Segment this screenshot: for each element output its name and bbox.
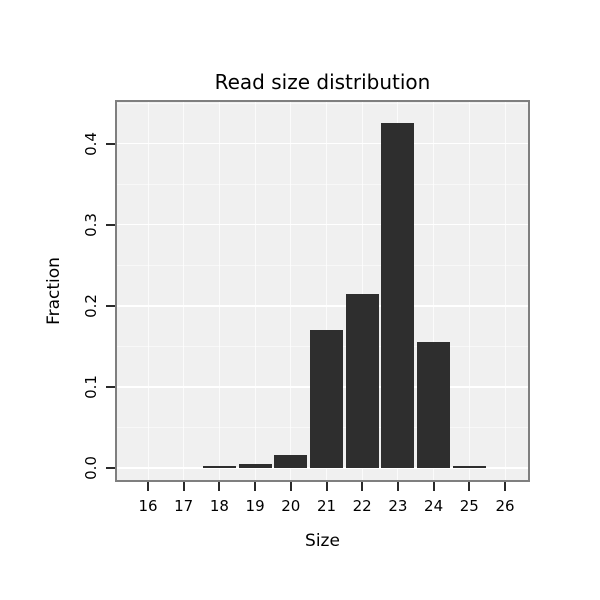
x-axis-label: Size <box>305 531 340 551</box>
y-tick <box>106 304 115 307</box>
y-tick <box>106 142 115 145</box>
y-tick-label: 0.1 <box>82 374 100 399</box>
bar-size-23 <box>381 123 415 468</box>
x-tick <box>396 482 399 491</box>
x-tick <box>218 482 221 491</box>
x-tick-label: 23 <box>388 497 408 515</box>
bar-size-24 <box>417 342 451 468</box>
x-tick-label: 18 <box>209 497 229 515</box>
gridline-vertical <box>504 102 506 480</box>
x-tick-label: 21 <box>316 497 337 515</box>
bar-size-25 <box>452 465 486 468</box>
x-tick <box>432 482 435 491</box>
gridline-vertical <box>361 102 363 480</box>
gridline-vertical <box>254 102 256 480</box>
x-tick-label: 25 <box>459 497 479 515</box>
x-tick-label: 26 <box>495 497 515 515</box>
y-tick-label: 0.0 <box>82 456 100 480</box>
bar-size-21 <box>310 330 343 468</box>
x-tick-label: 24 <box>424 497 444 515</box>
gridline-major <box>117 142 528 145</box>
gridline-minor <box>117 102 528 104</box>
x-tick-label: 19 <box>245 497 265 515</box>
y-tick <box>106 467 115 469</box>
gridline-vertical <box>468 102 470 480</box>
y-tick-label: 0.4 <box>82 131 100 156</box>
x-tick-label: 22 <box>352 497 372 515</box>
gridline-vertical <box>218 102 220 480</box>
gridline-vertical <box>433 102 435 480</box>
gridline-vertical <box>290 102 292 480</box>
gridline-vertical <box>326 102 327 480</box>
x-tick <box>147 482 149 491</box>
gridline-minor <box>117 264 528 266</box>
x-tick <box>468 482 471 491</box>
gridline-major <box>117 305 528 307</box>
x-tick <box>325 482 328 491</box>
gridline-vertical <box>147 102 149 480</box>
gridline-major <box>117 223 528 226</box>
x-tick-label: 17 <box>174 497 194 515</box>
x-tick <box>361 482 364 491</box>
x-tick <box>504 482 506 491</box>
y-axis-label: Fraction <box>44 257 64 325</box>
gridline-major <box>117 467 528 469</box>
bar-size-18 <box>202 465 236 468</box>
x-tick <box>182 482 185 491</box>
x-tick <box>254 482 257 491</box>
x-tick <box>289 482 292 491</box>
y-tick-label: 0.2 <box>82 293 100 318</box>
chart-title: Read size distribution <box>214 70 431 94</box>
gridline-minor <box>117 183 528 185</box>
x-tick-label: 16 <box>138 497 158 515</box>
bar-size-22 <box>345 293 379 468</box>
bar-size-19 <box>238 463 272 468</box>
bar-size-20 <box>274 455 308 468</box>
y-tick <box>106 223 115 226</box>
gridline-vertical <box>183 102 185 480</box>
y-tick <box>106 385 115 388</box>
y-tick-label: 0.3 <box>82 212 100 237</box>
x-tick-label: 20 <box>281 497 301 515</box>
